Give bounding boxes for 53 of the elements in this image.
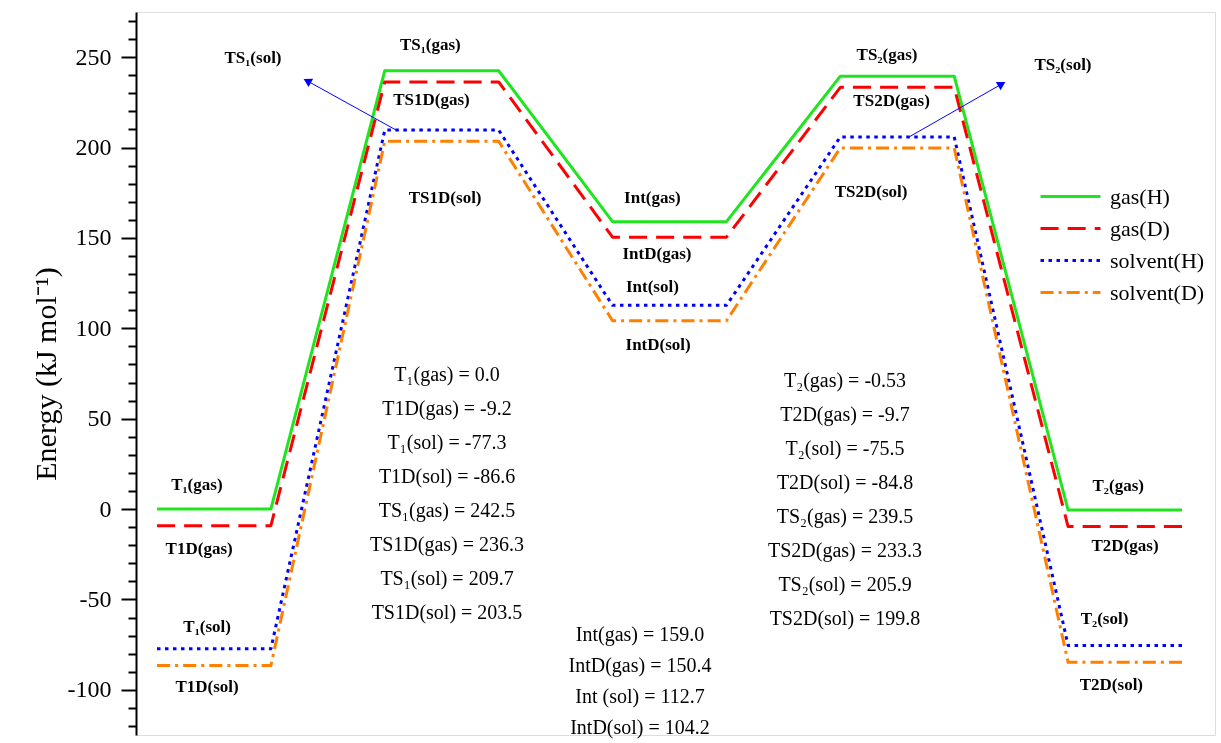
annotation: TS2D(sol) = 199.8 bbox=[769, 607, 921, 630]
annotation: Int(gas) bbox=[624, 187, 681, 207]
legend-label: gas(H) bbox=[1110, 183, 1170, 209]
annotation: T2D(gas) = -9.7 bbox=[780, 403, 910, 426]
annotation: IntD(gas) bbox=[622, 244, 692, 264]
y-axis-title: Energy (kJ mol⁻¹) bbox=[28, 267, 63, 481]
y-tick-label: 250 bbox=[75, 43, 112, 70]
annotation: T2D(sol) bbox=[1079, 675, 1144, 695]
annotation: T2D(sol) = -84.8 bbox=[776, 471, 914, 494]
annotation: T₁(gas) bbox=[171, 475, 223, 495]
annotation: TS2D(gas) bbox=[853, 91, 930, 111]
annotation: T1D(sol) bbox=[175, 676, 239, 696]
annotation: TS2D(sol) bbox=[834, 181, 908, 201]
legend-label: solvent(H) bbox=[1110, 247, 1205, 273]
y-tick-label: -50 bbox=[79, 585, 112, 612]
annotation: TS₂(gas) bbox=[856, 45, 918, 65]
annotation: TS1D(sol) bbox=[408, 188, 482, 208]
annotation: T₁(gas) = 0.0 bbox=[394, 363, 500, 386]
annotation: Int (sol) = 112.7 bbox=[575, 685, 705, 708]
y-tick-label: 100 bbox=[75, 314, 112, 341]
annotation: TS1D(gas) bbox=[393, 89, 470, 109]
annotation: T1D(gas) bbox=[165, 538, 233, 558]
y-tick-label: 50 bbox=[87, 405, 112, 432]
annotation: TS₁(gas) = 242.5 bbox=[378, 499, 516, 522]
annotation: T₂(sol) bbox=[1080, 608, 1129, 628]
annotation: T₂(sol) = -75.5 bbox=[785, 437, 905, 460]
legend-label: gas(D) bbox=[1110, 215, 1170, 241]
legend-label: solvent(D) bbox=[1110, 279, 1205, 305]
annotation: T₁(sol) bbox=[183, 616, 231, 636]
annotation: TS₂(gas) = 239.5 bbox=[776, 505, 914, 528]
annotation: IntD(sol) = 104.2 bbox=[570, 716, 710, 739]
annotation: TS2D(gas) = 233.3 bbox=[767, 539, 923, 562]
y-tick-label: 200 bbox=[75, 134, 112, 161]
annotation: T₂(gas) = -0.53 bbox=[783, 369, 907, 392]
y-tick-label: 0 bbox=[99, 495, 112, 522]
annotation: TS₂(sol) = 205.9 bbox=[778, 573, 912, 596]
annotation: T1D(sol) = -86.6 bbox=[378, 465, 516, 488]
annotation: TS₁(sol) = 209.7 bbox=[380, 567, 514, 590]
annotation: T1D(gas) = -9.2 bbox=[382, 397, 512, 420]
y-tick-label: 150 bbox=[75, 224, 112, 251]
annotation: IntD(gas) = 150.4 bbox=[568, 654, 712, 677]
annotation: TS₁(gas) bbox=[399, 34, 461, 54]
annotation: T2D(gas) bbox=[1091, 535, 1159, 555]
annotation: T₁(sol) = -77.3 bbox=[387, 431, 507, 454]
annotation: Int(gas) = 159.0 bbox=[575, 623, 705, 646]
y-tick-label: -100 bbox=[67, 676, 112, 703]
annotation: T₂(gas) bbox=[1092, 476, 1144, 496]
annotation: Int(sol) bbox=[625, 277, 679, 297]
annotation: TS1D(sol) = 203.5 bbox=[371, 601, 523, 624]
annotation: TS1D(gas) = 236.3 bbox=[369, 533, 525, 556]
annotation: IntD(sol) bbox=[625, 334, 691, 354]
annotation: TS₂(sol) bbox=[1034, 55, 1092, 74]
annotation: TS₁(sol) bbox=[224, 48, 282, 67]
